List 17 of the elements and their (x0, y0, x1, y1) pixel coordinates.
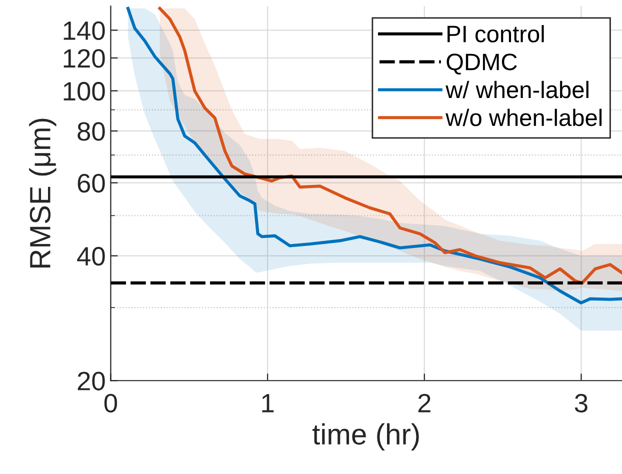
y-tick-label: 120 (64, 49, 105, 68)
y-tick-label: 80 (78, 122, 105, 141)
x-tick-label: 2 (418, 394, 430, 412)
x-tick-label: 0 (104, 394, 118, 413)
legend-label: w/o when-label (446, 108, 602, 126)
legend-label: w/ when-label (446, 80, 588, 98)
x-tick-label: 1 (262, 394, 274, 412)
x-tick-label: 3 (574, 394, 588, 413)
y-tick-label: 140 (64, 21, 105, 40)
y-tick-label: 100 (64, 82, 105, 101)
legend-label: PI control (448, 25, 544, 42)
x-axis-title: time (hr) (312, 423, 419, 450)
y-axis-title: RMSE (μm) (29, 118, 56, 268)
y-tick-label: 40 (77, 246, 105, 266)
legend-label: QDMC (446, 54, 517, 75)
y-tick-label: 60 (78, 174, 105, 193)
y-tick-label: 20 (78, 372, 105, 390)
